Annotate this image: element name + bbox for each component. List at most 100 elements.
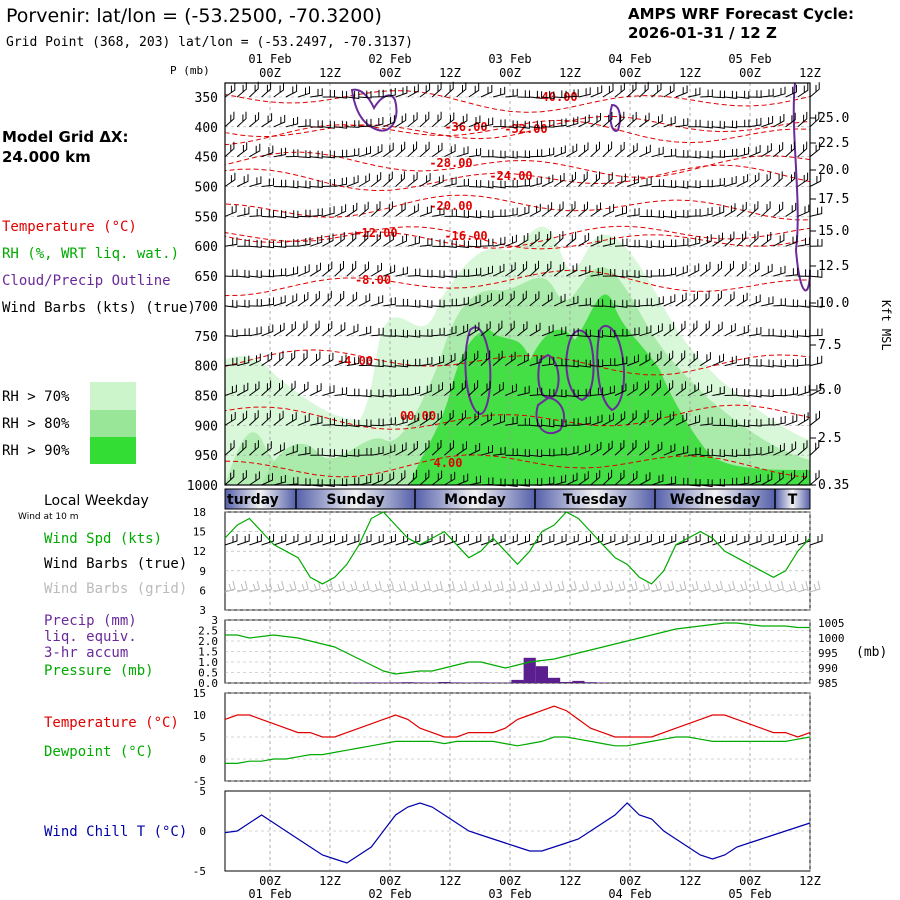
wind-barb xyxy=(517,418,530,426)
wind-barb xyxy=(529,322,541,337)
wind-barb xyxy=(224,83,236,98)
wind-barb xyxy=(224,237,238,247)
wind-barb xyxy=(407,141,418,158)
wind-barb xyxy=(444,471,456,486)
wind-barb xyxy=(626,111,637,128)
wind-barb xyxy=(505,207,518,217)
bottom-hour-label: 12Z xyxy=(679,874,701,888)
wind-barb xyxy=(456,178,469,187)
wind-barb xyxy=(566,418,579,426)
wind-barb xyxy=(346,419,360,428)
wind-barb xyxy=(809,440,820,456)
wind-barb xyxy=(456,82,467,98)
wind-barb xyxy=(261,209,274,218)
surface-wind-barb xyxy=(651,534,665,546)
wind-barb xyxy=(273,350,284,366)
temperature-contour-label: -24.00 xyxy=(489,169,532,183)
wind-barb xyxy=(407,299,421,308)
top-hour-label: 00Z xyxy=(499,66,521,80)
wind-barb xyxy=(602,469,613,486)
wind-barb xyxy=(675,238,689,247)
wind-barb xyxy=(529,260,539,277)
grid-wind-barb xyxy=(297,580,309,593)
wind-barb xyxy=(334,261,344,277)
wind-barb xyxy=(359,419,372,428)
wind-barb xyxy=(639,81,649,98)
wind-barb xyxy=(578,265,591,277)
wind-barb xyxy=(809,142,820,158)
wind-barb xyxy=(809,299,823,308)
wind-barb xyxy=(736,119,750,128)
wind-barb xyxy=(310,120,323,128)
wind-barb xyxy=(602,412,614,426)
pressure-tick-label: 750 xyxy=(195,330,218,345)
wind-chill-tick-label: -5 xyxy=(193,865,206,878)
wind-barb xyxy=(432,327,445,337)
wind-barb xyxy=(492,86,506,98)
wind-barb xyxy=(310,88,323,98)
wind-barb xyxy=(431,410,442,426)
wind-barb xyxy=(517,233,529,247)
wind-barb xyxy=(359,448,372,456)
wind-barb xyxy=(529,419,543,427)
wind-barb xyxy=(359,389,372,398)
wind-barb xyxy=(700,352,711,367)
wind-barb xyxy=(224,299,238,308)
pressure-tick-label: 550 xyxy=(195,210,218,225)
temperature-contour-label: -28.00 xyxy=(429,156,472,170)
surface-wind-barb xyxy=(285,534,299,546)
wind-barb xyxy=(395,442,407,456)
wind-barb xyxy=(334,418,348,427)
wind-barb xyxy=(529,355,542,367)
wind-barb xyxy=(517,321,528,337)
bottom-hour-label: 00Z xyxy=(259,874,281,888)
wind-barb xyxy=(395,202,406,217)
wind-barb xyxy=(578,142,589,158)
wind-barb xyxy=(761,88,774,98)
top-date-label: 05 Feb xyxy=(728,52,771,66)
wind-barb xyxy=(614,470,625,486)
temperature-contour xyxy=(224,115,811,140)
wind-barb xyxy=(760,171,771,187)
wind-barb xyxy=(334,90,348,99)
wind-barb xyxy=(224,204,237,217)
wind-barb xyxy=(749,327,762,337)
wind-barb xyxy=(578,87,591,98)
windchill-panel-frame xyxy=(224,790,811,872)
wind-barb xyxy=(285,266,299,277)
wind-barb xyxy=(468,443,481,456)
wind-barb xyxy=(712,261,722,277)
wind-barb xyxy=(687,414,701,426)
legend-rh80: RH > 80% xyxy=(2,416,70,432)
wind-barb xyxy=(566,445,579,456)
wind-barb xyxy=(480,321,491,337)
surface-wind-barb xyxy=(578,534,591,546)
wind-barb xyxy=(310,180,323,188)
wind-barb xyxy=(297,413,310,426)
wind-barb xyxy=(480,380,491,396)
wind-barb xyxy=(785,84,797,98)
temperature-tick-label: 0 xyxy=(199,753,206,766)
bottom-hour-label: 12Z xyxy=(439,874,461,888)
wind-barb xyxy=(602,236,615,247)
wind-barb xyxy=(651,296,664,307)
wind-barb xyxy=(773,201,784,217)
surface-wind-barb xyxy=(748,534,762,546)
wind-speed-tick-label: 12 xyxy=(193,545,206,558)
pressure-tick-label-right: 1005 xyxy=(818,617,845,630)
height-tick-label: 17.5 xyxy=(818,192,849,207)
wind-barb xyxy=(517,90,530,98)
wind-barb xyxy=(541,292,553,307)
wind-barb xyxy=(663,443,676,456)
grid-wind-barb xyxy=(687,580,699,593)
wind-barb xyxy=(358,146,371,158)
wind-barb xyxy=(785,329,798,338)
wind-barb xyxy=(370,201,381,217)
bottom-date-label: 05 Feb xyxy=(728,887,771,900)
pressure-tick-label: 350 xyxy=(195,91,218,106)
surface-wind-barb xyxy=(358,534,372,546)
wind-barb xyxy=(237,206,250,217)
wind-barb xyxy=(724,355,737,367)
wind-barb xyxy=(797,384,810,396)
wind-barb xyxy=(663,180,677,188)
